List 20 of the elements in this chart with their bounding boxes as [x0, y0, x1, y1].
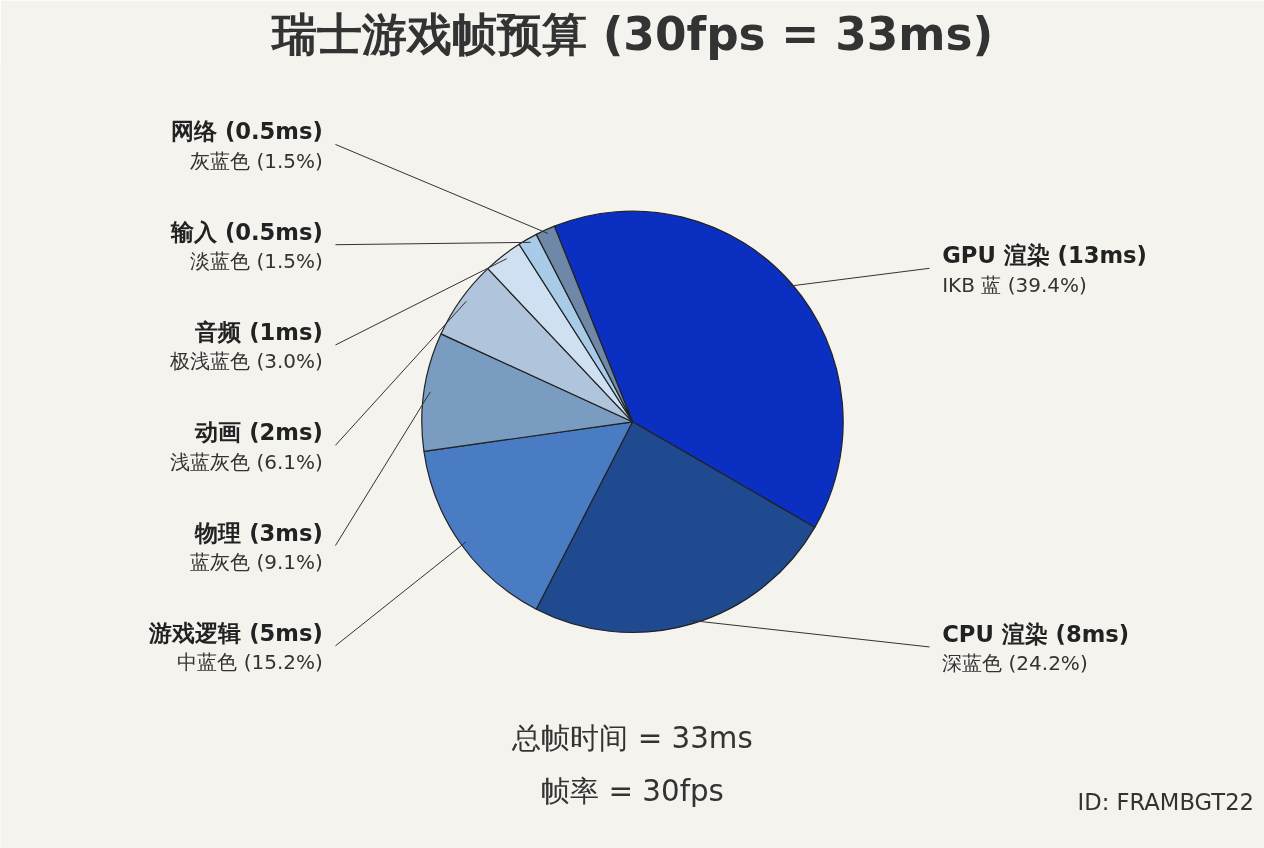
slice-label: 音频 (1ms): [194, 318, 323, 345]
text: 帧率 = 30fps: [541, 773, 724, 808]
slice-label: 物理 (3ms): [194, 519, 323, 546]
data-label: 灰蓝色 (1.5%): [190, 148, 323, 173]
slice-label: GPU 渲染 (13ms): [942, 242, 1147, 269]
text: 总帧时间 = 33ms: [511, 720, 753, 755]
data-label: 极浅蓝色 (3.0%): [169, 349, 323, 374]
slice-label: 输入 (0.5ms): [169, 218, 323, 245]
slice-label: 网络 (0.5ms): [170, 118, 323, 145]
data-label: 深蓝色 (24.2%): [942, 651, 1088, 676]
chart-title: 瑞士游戏帧预算 (30fps = 33ms): [269, 7, 994, 61]
data-label: 淡蓝色 (1.5%): [190, 248, 323, 273]
data-label: 浅蓝灰色 (6.1%): [170, 449, 323, 474]
slice-label: 动画 (2ms): [194, 419, 323, 446]
data-label: IKB 蓝 (39.4%): [942, 272, 1087, 297]
data-label: 中蓝色 (15.2%): [177, 650, 323, 675]
data-label: 蓝灰色 (9.1%): [190, 549, 323, 574]
slice-label: 游戏逻辑 (5ms): [148, 619, 323, 646]
text: ID: FRAMBGT22: [1077, 788, 1254, 815]
slice-label: CPU 渲染 (8ms): [942, 620, 1130, 647]
